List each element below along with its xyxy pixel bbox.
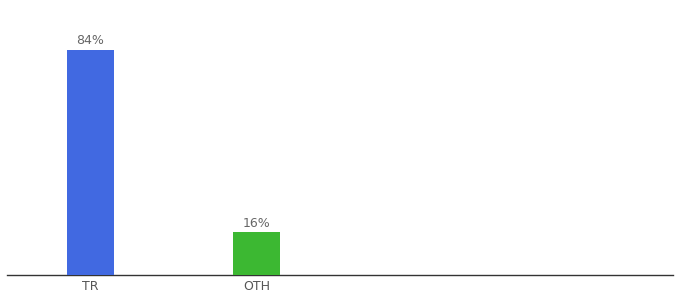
Bar — [233, 232, 280, 275]
Bar — [67, 50, 114, 275]
Text: 16%: 16% — [243, 217, 271, 230]
Text: 84%: 84% — [76, 34, 104, 47]
